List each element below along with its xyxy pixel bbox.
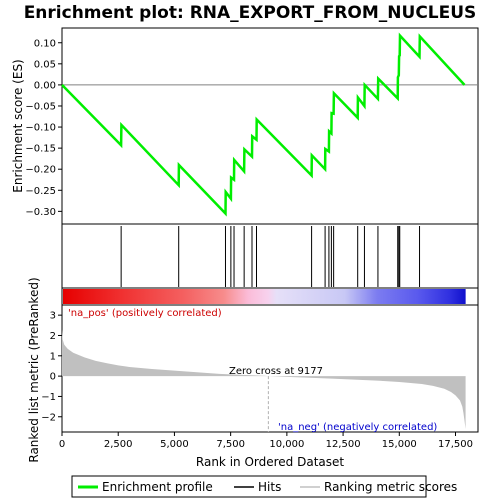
es-y-axis-label: Enrichment score (ES) bbox=[11, 59, 25, 192]
legend-label-enrichment: Enrichment profile bbox=[102, 480, 213, 494]
es-y-tick-label: 0.00 bbox=[34, 80, 56, 91]
metric-x-tick-label: 2,500 bbox=[104, 439, 133, 450]
metric-x-axis: 0 2,500 5,000 7,500 10,000 12,500 15,000 17,500 bbox=[59, 432, 473, 450]
hit-markers bbox=[120, 226, 421, 287]
metric-y-tick-label: 1 bbox=[50, 351, 56, 362]
metric-x-tick-label: 7,500 bbox=[216, 439, 245, 450]
ranking-metric-area bbox=[62, 329, 466, 429]
es-y-tick-label: 0.05 bbox=[34, 59, 56, 70]
legend-label-ranking-metric: Ranking metric scores bbox=[324, 480, 457, 494]
es-y-tick-label: −0.20 bbox=[25, 165, 56, 176]
metric-x-tick-label: 0 bbox=[59, 439, 65, 450]
chart-title: Enrichment plot: RNA_EXPORT_FROM_NUCLEUS bbox=[24, 3, 477, 23]
es-y-tick-label: −0.10 bbox=[25, 123, 56, 134]
metric-y-axis-label: Ranked list metric (PreRanked) bbox=[27, 277, 41, 462]
metric-x-tick-label: 15,000 bbox=[382, 439, 417, 450]
zero-cross-label: Zero cross at 9177 bbox=[229, 366, 323, 377]
es-y-tick-label: −0.15 bbox=[25, 144, 56, 155]
es-y-tick-label: −0.30 bbox=[25, 207, 56, 218]
es-y-tick-label: −0.05 bbox=[25, 101, 56, 112]
hits-panel-frame bbox=[61, 223, 479, 289]
es-panel-frame bbox=[61, 27, 479, 225]
metric-y-tick-label: 3 bbox=[50, 311, 56, 322]
metric-y-tick-label: −2 bbox=[41, 412, 56, 423]
legend-label-hits: Hits bbox=[258, 480, 281, 494]
metric-x-tick-label: 5,000 bbox=[160, 439, 189, 450]
es-y-axis: −0.30 −0.25 −0.20 −0.15 −0.10 −0.05 0.00 0.05 0.… bbox=[25, 38, 62, 218]
es-y-tick-label: 0.10 bbox=[34, 38, 56, 49]
metric-x-axis-label: Rank in Ordered Dataset bbox=[196, 455, 344, 469]
metric-x-tick-label: 12,500 bbox=[326, 439, 361, 450]
positive-correlation-label: 'na_pos' (positively correlated) bbox=[68, 308, 222, 319]
metric-y-axis: −2 −1 0 1 2 3 bbox=[41, 311, 62, 423]
negative-correlation-label: 'na_neg' (negatively correlated) bbox=[278, 422, 437, 433]
metric-y-tick-label: −1 bbox=[41, 392, 56, 403]
enrichment-profile-line bbox=[61, 32, 466, 217]
es-y-tick-label: −0.25 bbox=[25, 186, 56, 197]
metric-x-tick-label: 17,500 bbox=[438, 439, 473, 450]
metric-x-tick-label: 10,000 bbox=[269, 439, 304, 450]
metric-y-tick-label: 2 bbox=[50, 331, 56, 342]
metric-y-tick-label: 0 bbox=[50, 372, 56, 383]
ranked-list-colorbar bbox=[63, 289, 466, 304]
legend: Enrichment profile Hits Ranking metric s… bbox=[78, 480, 457, 494]
